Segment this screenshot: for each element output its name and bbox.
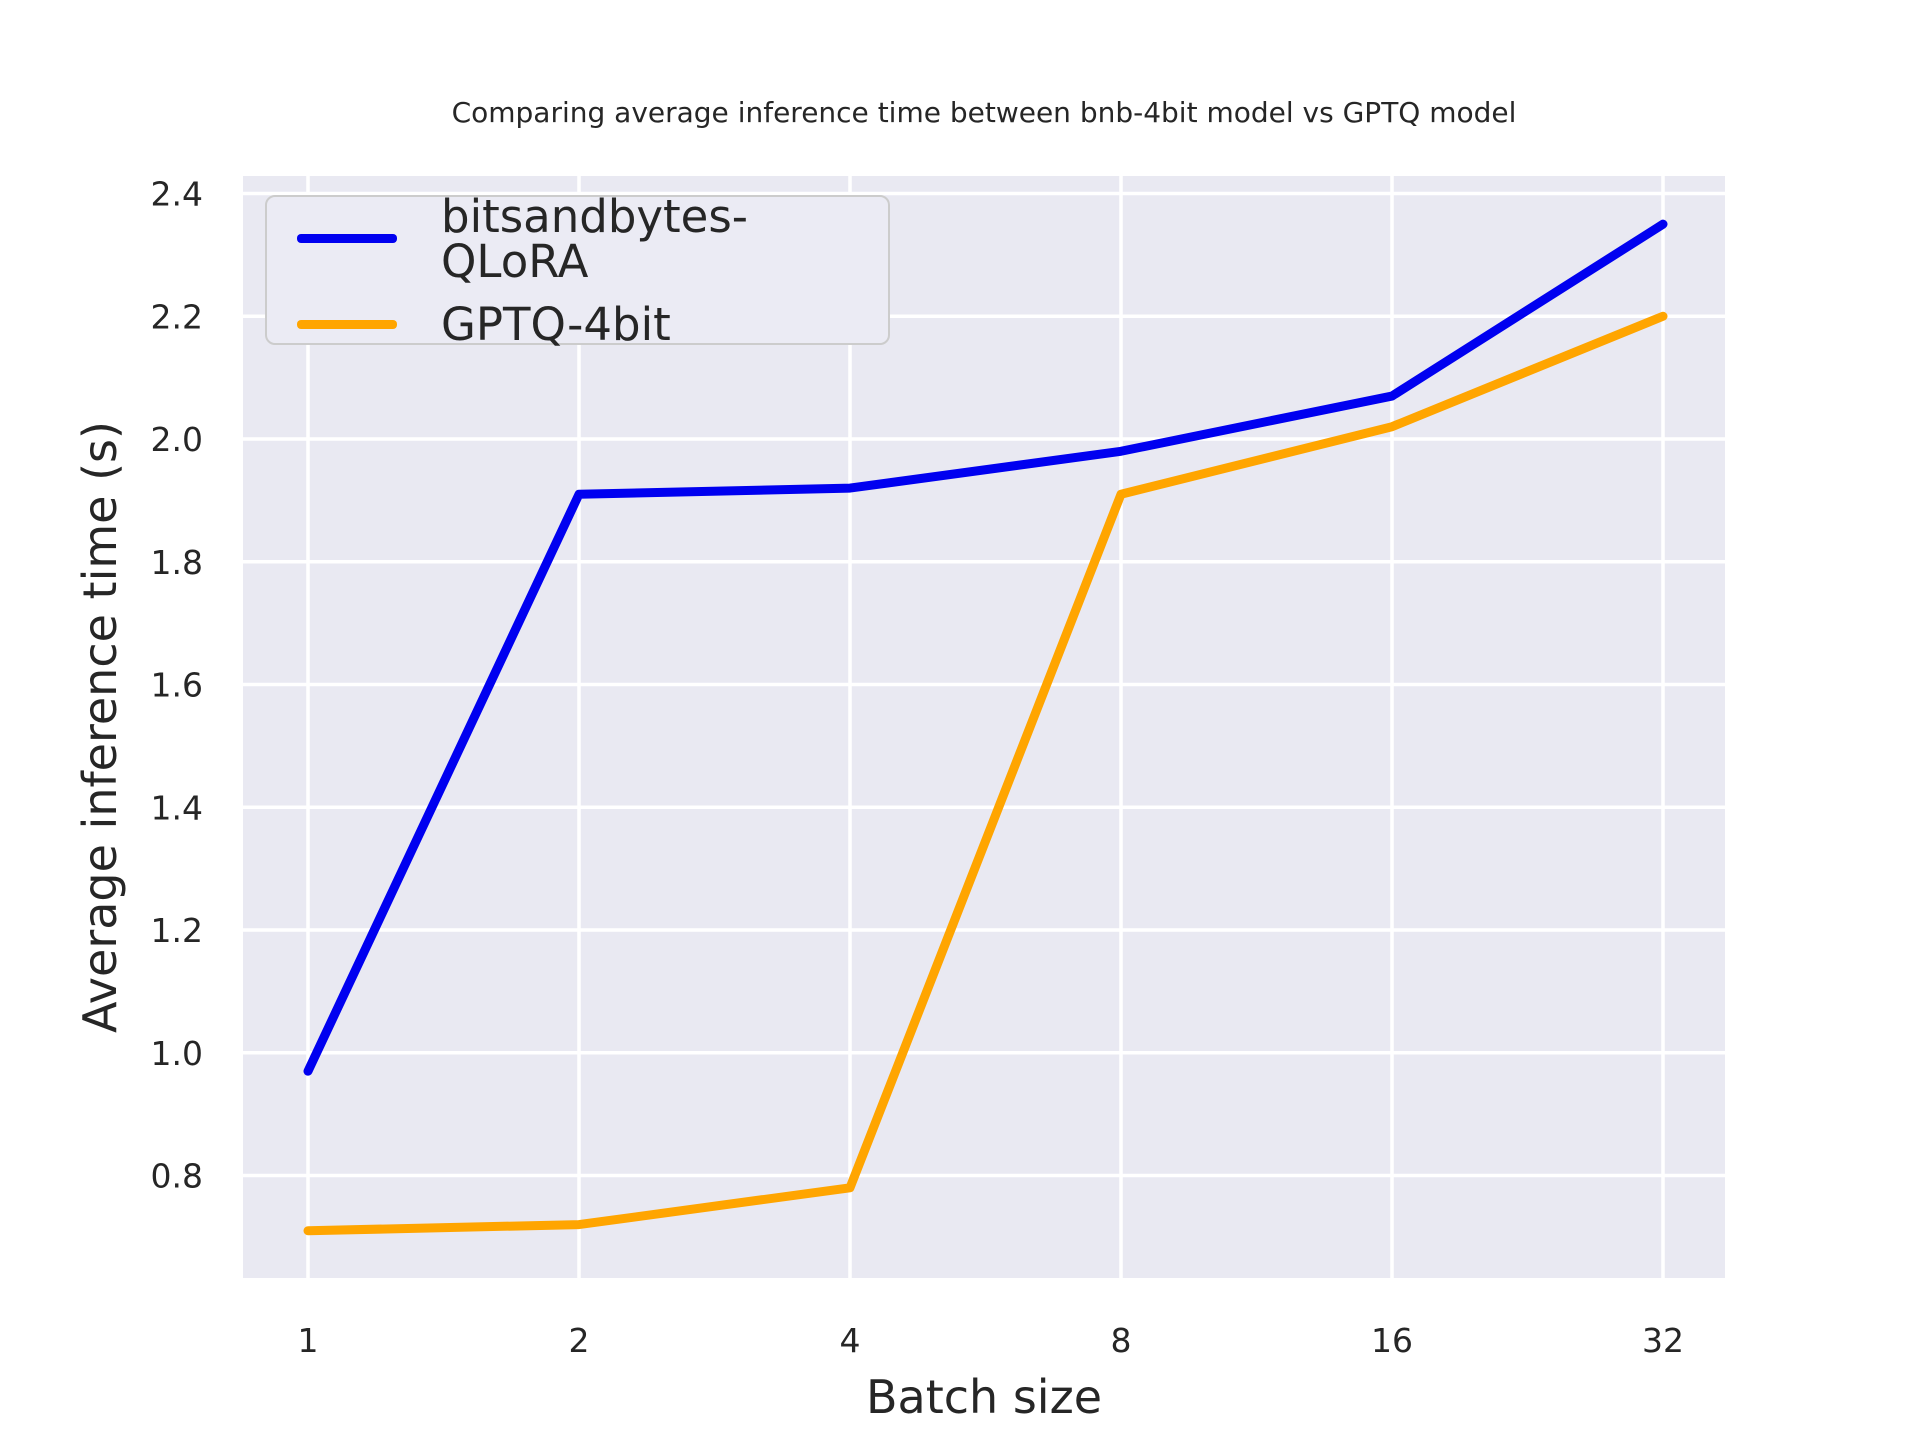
y-tick-label: 1.0 xyxy=(151,1034,203,1073)
plot-area xyxy=(243,176,1725,1278)
y-tick-label: 2.4 xyxy=(151,175,203,214)
y-tick-label: 2.2 xyxy=(151,297,203,336)
legend-entry: bitsandbytes-QLoRA xyxy=(285,194,870,284)
x-tick-label: 1 xyxy=(298,1321,319,1360)
y-axis-label: Average inference time (s) xyxy=(73,421,127,1033)
series-line-GPTQ-4bit xyxy=(303,311,1668,1236)
legend: bitsandbytes-QLoRA GPTQ-4bit xyxy=(265,194,890,347)
series-line-bitsandbytes-QLoRA xyxy=(303,219,1668,1076)
y-tick-label: 0.8 xyxy=(151,1157,203,1196)
x-axis-label: Batch size xyxy=(865,1370,1103,1424)
y-tick-label: 1.2 xyxy=(151,911,203,950)
legend-line-sample xyxy=(297,234,397,243)
y-tick-label: 1.6 xyxy=(151,666,203,705)
x-tick-label: 4 xyxy=(840,1321,861,1360)
legend-entry-label: bitsandbytes-QLoRA xyxy=(441,189,749,288)
x-tick-label: 2 xyxy=(569,1321,590,1360)
y-tick-label: 1.8 xyxy=(151,543,203,582)
legend-line-sample xyxy=(297,319,397,329)
x-tick-label: 8 xyxy=(1111,1321,1132,1360)
x-tick-label: 16 xyxy=(1371,1321,1413,1360)
chart-title: Comparing average inference time between… xyxy=(451,96,1517,129)
legend-entry: GPTQ-4bit xyxy=(285,302,870,347)
legend-entry-label: GPTQ-4bit xyxy=(441,297,671,351)
y-tick-label: 1.4 xyxy=(151,788,203,827)
y-tick-label: 2.0 xyxy=(151,420,203,459)
x-tick-label: 32 xyxy=(1642,1321,1684,1360)
